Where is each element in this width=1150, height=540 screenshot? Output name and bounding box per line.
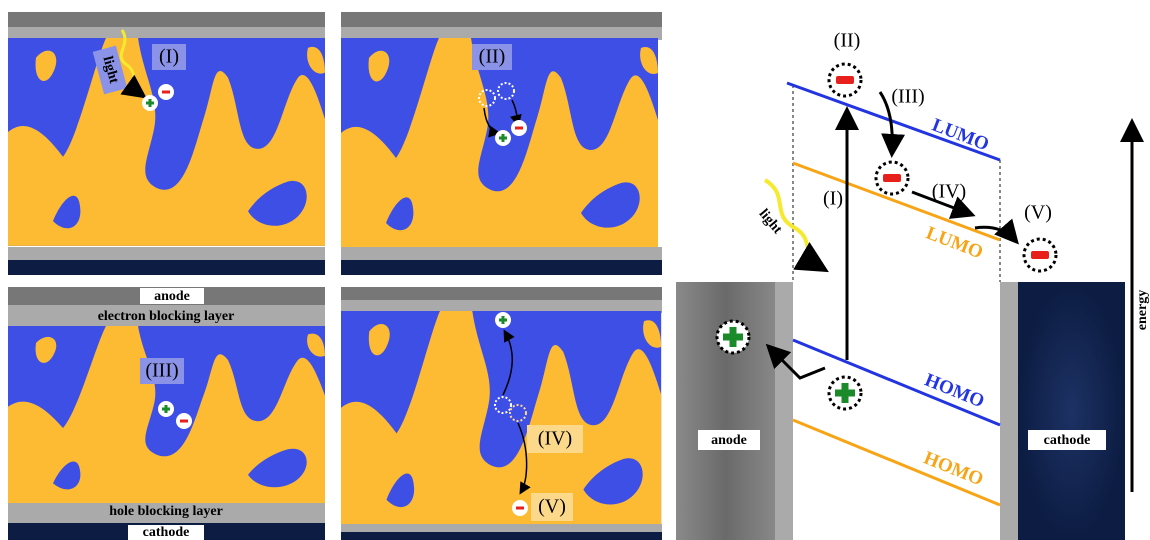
step-label: (II) bbox=[834, 30, 861, 52]
anode-label: anode bbox=[154, 289, 190, 304]
homo-label: HOMO bbox=[921, 448, 987, 491]
anode-label: anode bbox=[711, 433, 747, 448]
cathode-label: cathode bbox=[143, 525, 190, 540]
ebl-label: electron blocking layer bbox=[98, 309, 235, 324]
cathode-label: cathode bbox=[1044, 433, 1091, 448]
panel-3: anode electron blocking layer hole block… bbox=[8, 287, 325, 540]
hbl-label: hole blocking layer bbox=[109, 504, 223, 519]
step-label: (II) bbox=[479, 46, 506, 68]
panel-1: (I) light bbox=[8, 12, 325, 275]
energy-diagram: LUMO LUMO HOMO HOMO (II) (III) (I) (IV) … bbox=[676, 30, 1150, 540]
panel-2: (II) bbox=[341, 12, 662, 275]
step-label: (IV) bbox=[538, 428, 572, 450]
step-label: (I) bbox=[823, 188, 843, 210]
step-label: (V) bbox=[1024, 202, 1052, 224]
step-label: (III) bbox=[891, 86, 924, 108]
step-label: (IV) bbox=[932, 181, 966, 203]
step-label: (III) bbox=[145, 360, 178, 382]
energy-label: energy bbox=[1135, 290, 1150, 330]
step-label: (V) bbox=[538, 496, 566, 518]
figure: (I) light (II) anode electron blocking l… bbox=[0, 0, 1150, 540]
panel-4: (IV) (V) bbox=[341, 287, 662, 540]
lumo-label: LUMO bbox=[929, 115, 992, 156]
step-label: (I) bbox=[159, 46, 179, 68]
